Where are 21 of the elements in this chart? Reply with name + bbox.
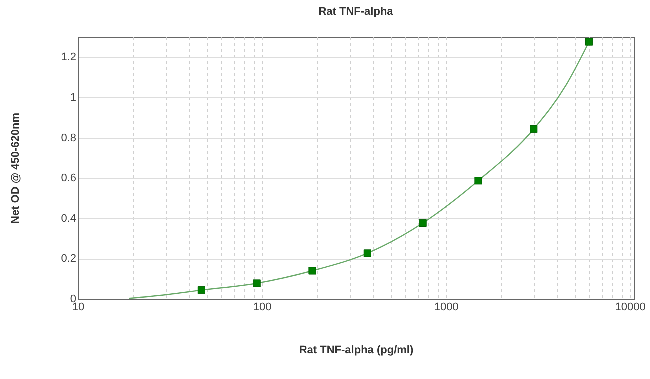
x-tick-label: 10000 xyxy=(615,302,646,314)
y-tick-label: 1 xyxy=(70,92,76,104)
x-tick-label: 10 xyxy=(72,302,85,314)
y-tick-label: 0.6 xyxy=(61,172,76,185)
point xyxy=(419,219,427,228)
x-tick-label: 100 xyxy=(253,302,272,314)
x-tick-label: 1000 xyxy=(434,302,459,314)
y-tick-label: 0.4 xyxy=(61,212,76,225)
x-axis-title: Rat TNF-alpha (pg/ml) xyxy=(299,344,414,356)
y-tick-label: 1.2 xyxy=(61,52,76,64)
y-tick-label: 0.2 xyxy=(61,253,76,266)
point xyxy=(585,38,594,46)
point xyxy=(308,267,316,275)
point xyxy=(253,280,261,288)
chart-title: Rat TNF-alpha xyxy=(318,6,394,18)
y-tick-label: 0.8 xyxy=(61,132,76,144)
point xyxy=(198,286,206,294)
y-axis-title: Net OD @ 450-620nm xyxy=(10,112,22,224)
point xyxy=(530,126,538,134)
point xyxy=(364,250,372,258)
point xyxy=(474,177,482,185)
